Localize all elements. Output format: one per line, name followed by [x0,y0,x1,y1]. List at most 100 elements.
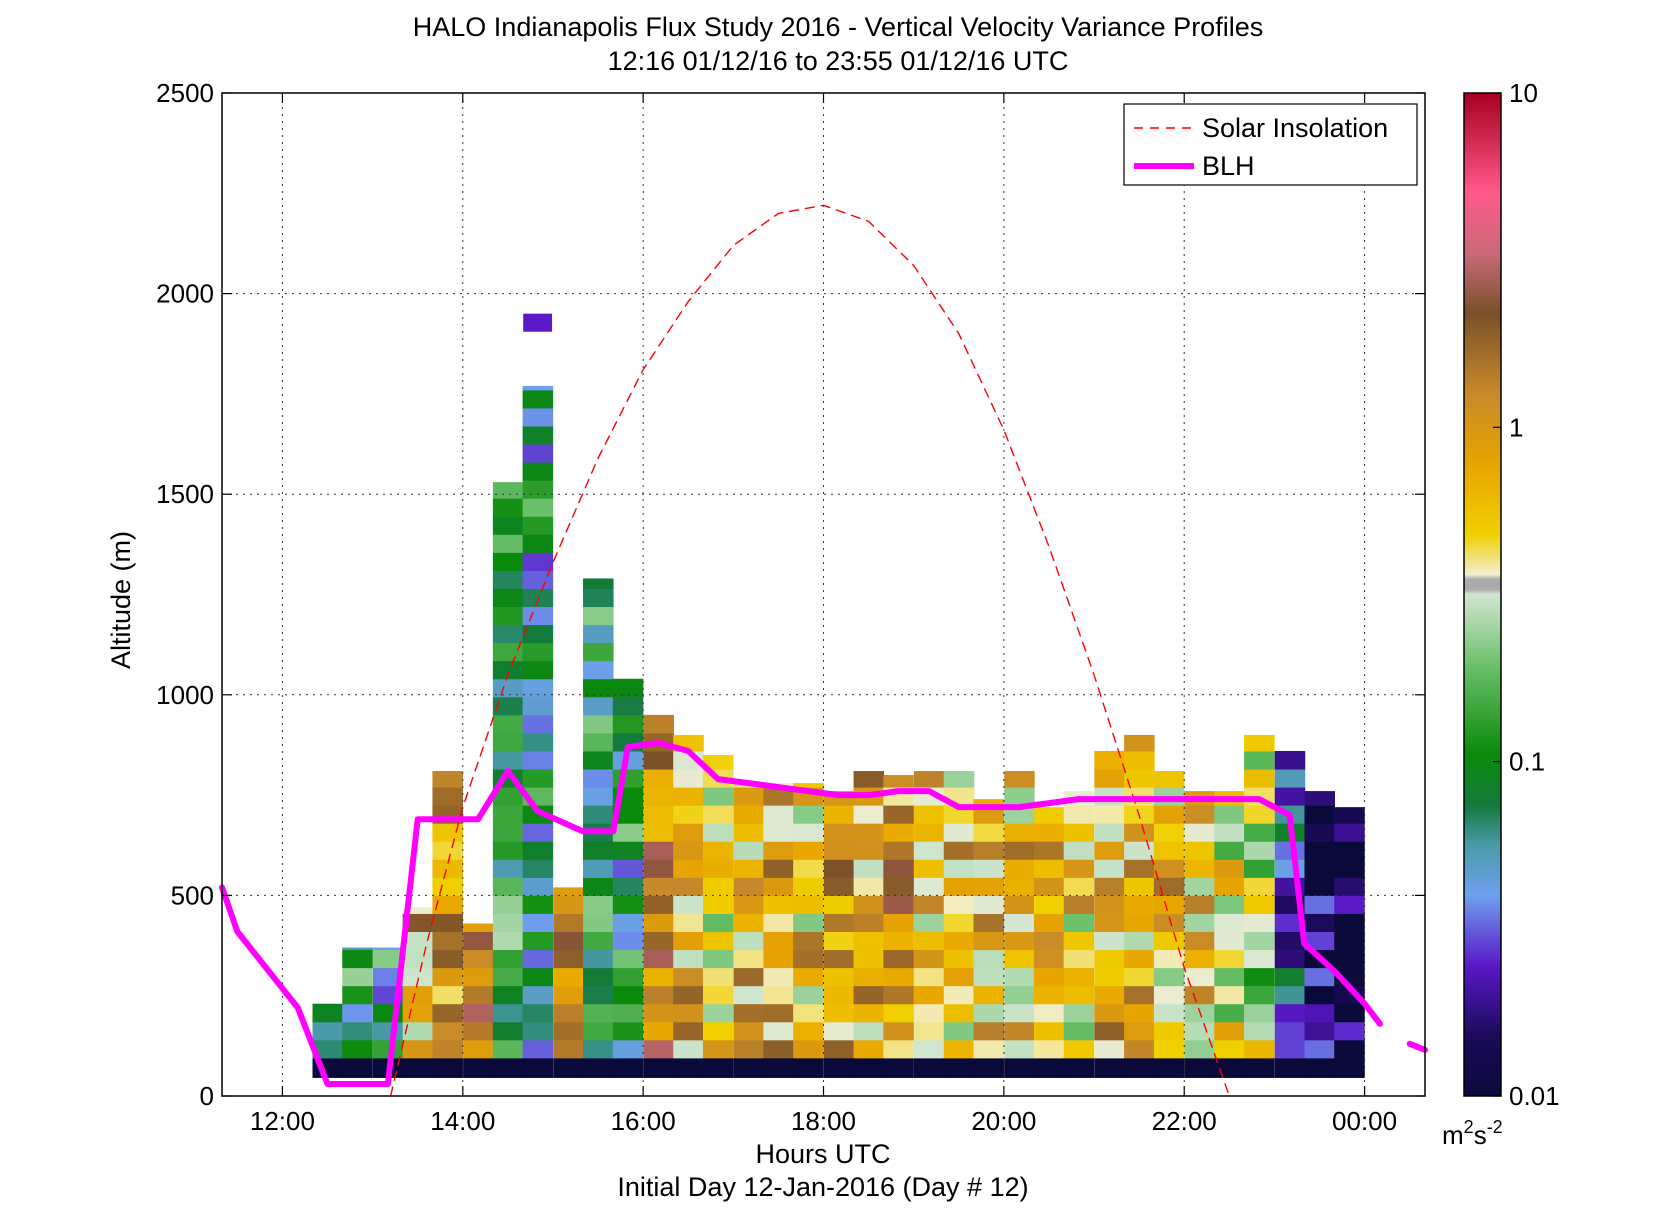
heatmap-cell [372,1021,404,1041]
heatmap-cell [853,1039,885,1059]
heatmap-cell [913,1039,945,1059]
heatmap-cell [612,949,644,969]
heatmap-cell [1334,877,1365,896]
heatmap-cell [1124,877,1155,896]
heatmap-cell [913,841,945,860]
heatmap-cell [463,931,494,951]
heatmap-cell [643,1039,674,1059]
heatmap-cell [883,931,914,951]
heatmap-cell [973,985,1005,1005]
heatmap-cell [1244,841,1275,860]
heatmap-cell [702,949,734,969]
heatmap-cell [1094,985,1125,1005]
heatmap-cell [1004,1021,1035,1041]
heatmap-cell [522,389,554,409]
heatmap-cell [432,895,463,914]
heatmap-cell [1244,769,1275,788]
heatmap-cell [553,967,584,987]
heatmap-cell [733,913,765,933]
heatmap-cell [1124,967,1155,987]
heatmap-cell [402,1003,434,1023]
heatmap-cell [1094,805,1125,824]
heatmap-cell [1153,913,1185,933]
heatmap-cell [1334,841,1365,860]
heatmap-cell [1304,913,1336,933]
heatmap-cell [1094,859,1125,878]
heatmap-cell [733,967,765,987]
heatmap-cell [1033,949,1065,969]
heatmap-cell [643,1057,674,1078]
heatmap-cell [883,1021,914,1041]
heatmap-cell [583,769,614,788]
heatmap-cell [643,841,674,860]
x-tick-label: 22:00 [1152,1106,1217,1136]
heatmap-cell [1153,985,1185,1005]
heatmap-cell [793,783,824,788]
heatmap-cell [943,877,975,896]
heatmap-cell [583,1003,614,1023]
heatmap-cell [823,1003,855,1023]
heatmap-cell [1124,1039,1155,1059]
heatmap-cell [1244,949,1275,969]
heatmap-cell [763,823,794,842]
heatmap-cell [913,859,945,878]
heatmap-cell [402,1039,434,1059]
heatmap-cell [492,823,524,842]
heatmap-cell [763,805,794,824]
heatmap-cell [1244,823,1275,842]
heatmap-cell [583,1021,614,1041]
heatmap-cell [463,967,494,987]
heatmap-cell [1004,931,1035,951]
heatmap-layer [312,313,1365,1078]
heatmap-cell [643,967,674,987]
heatmap-cell [492,805,524,824]
heatmap-cell [522,498,554,517]
heatmap-cell [463,985,494,1005]
series-lines [219,204,1428,1097]
heatmap-cell [1334,949,1365,969]
heatmap-cell [522,841,554,860]
heatmap-cell [1153,823,1185,842]
heatmap-cell [1033,877,1065,896]
heatmap-cell [1334,913,1365,933]
heatmap-cell [492,1021,524,1041]
heatmap-cell [913,877,945,896]
heatmap-cell [1004,823,1035,842]
heatmap-cell [1244,877,1275,896]
heatmap-cell [913,1003,945,1023]
heatmap-cell [492,660,524,680]
heatmap-cell [793,985,824,1005]
heatmap-cell [733,1003,765,1023]
heatmap-cell [612,859,644,878]
heatmap-cell [1153,967,1185,987]
heatmap-cell [973,967,1005,987]
heatmap-cell [733,985,765,1005]
heatmap-cell [522,642,554,662]
heatmap-cell [702,1021,734,1041]
heatmap-cell [1153,1039,1185,1059]
heatmap-cell [733,805,765,824]
heatmap-cell [522,1057,554,1078]
heatmap-cell [1124,985,1155,1005]
heatmap-cell [643,985,674,1005]
heatmap-cell [1304,805,1336,824]
colorbar-tick-label: 0.01 [1509,1081,1560,1111]
heatmap-cell [463,949,494,969]
heatmap-cell [1153,1003,1185,1023]
heatmap-cell [1244,913,1275,933]
heatmap-cell [1304,967,1336,987]
heatmap-cell [823,877,855,896]
heatmap-cell [1214,823,1245,842]
heatmap-cell [492,877,524,896]
heatmap-cell [492,516,524,535]
heatmap-cell [522,732,554,752]
heatmap-cell [583,805,614,824]
heatmap-cell [553,949,584,969]
heatmap-cell [1304,859,1336,878]
heatmap-cell [1214,1021,1245,1041]
heatmap-cell [1304,931,1336,951]
heatmap-cell [673,985,704,1005]
heatmap-cell [973,859,1005,878]
heatmap-cell [1244,750,1275,770]
heatmap-cell [522,534,554,553]
